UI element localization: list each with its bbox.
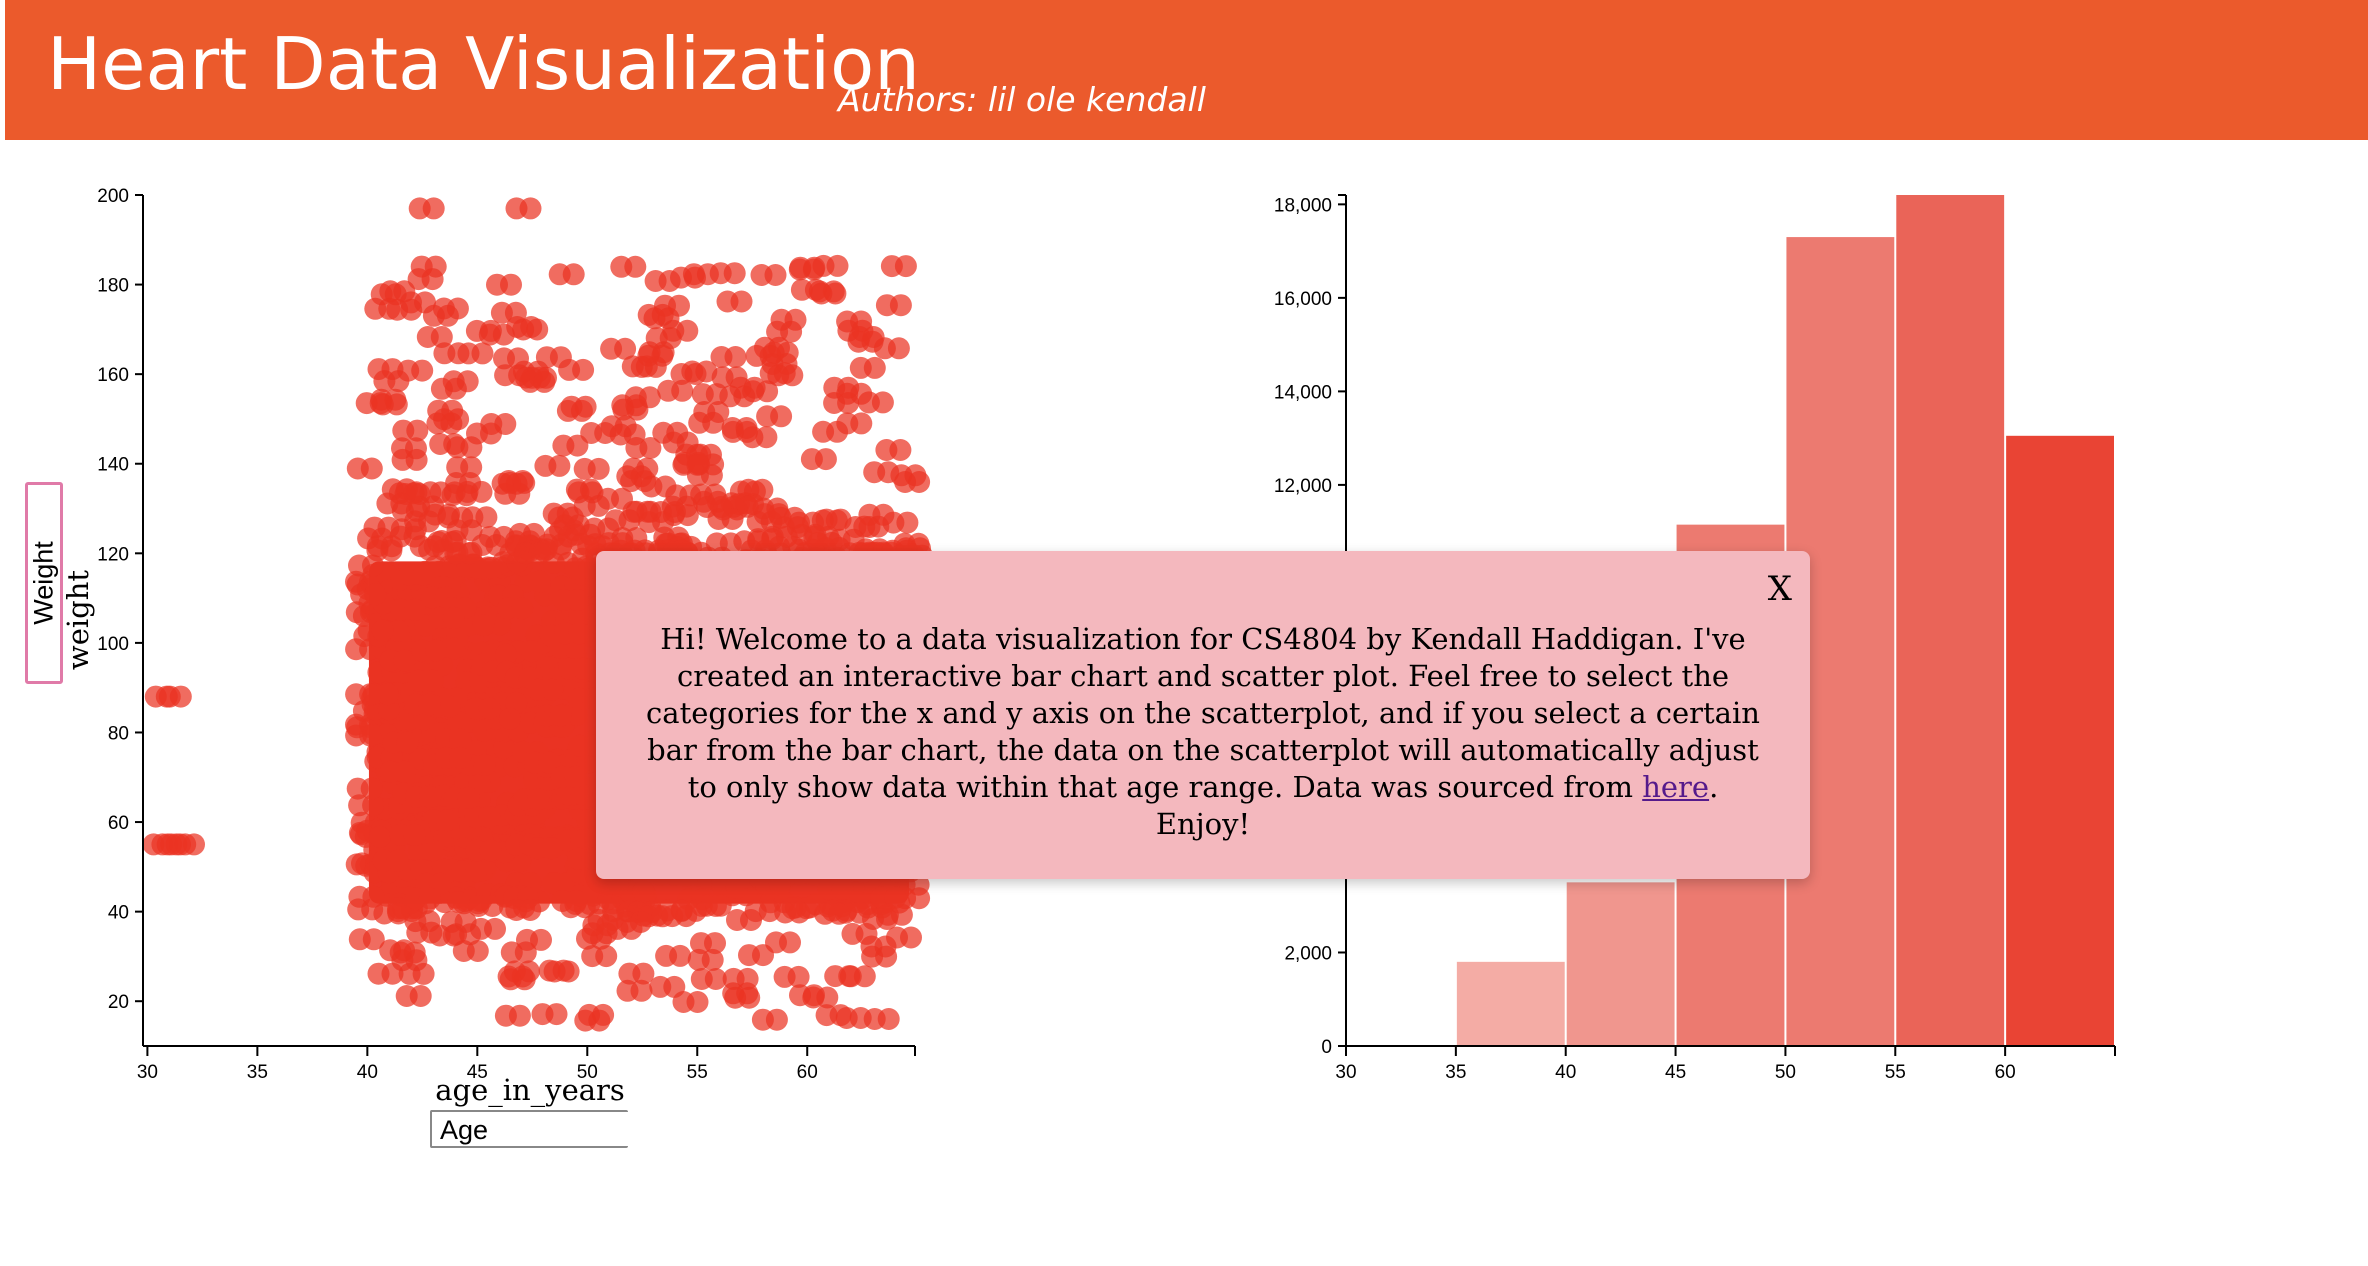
scatter-point-lobe — [528, 570, 551, 593]
y-axis-select[interactable]: Weight — [25, 482, 63, 684]
modal-text-before: Hi! Welcome to a data visualization for … — [646, 622, 1760, 804]
y-axis-select-value: Weight — [28, 541, 59, 625]
authors-subtitle: Authors: lil ole kendall — [838, 80, 1206, 119]
bar-y-tick-label: 0 — [1321, 1037, 1332, 1058]
welcome-modal: X Hi! Welcome to a data visualization fo… — [596, 551, 1810, 879]
bar-x-tick-label: 60 — [1995, 1062, 2016, 1083]
modal-close-button[interactable]: X — [1767, 569, 1792, 609]
scatter-point-lobe — [493, 737, 516, 760]
bar-x-tick-label: 35 — [1445, 1062, 1466, 1083]
bar-rect — [1896, 195, 2005, 1046]
modal-message: Hi! Welcome to a data visualization for … — [636, 621, 1770, 843]
header-bar: Heart Data Visualization Authors: lil ol… — [5, 0, 2368, 140]
bar-x-tick-label: 55 — [1885, 1062, 1906, 1083]
bar-y-tick-label: 18,000 — [1274, 195, 1332, 216]
bar-y-tick-label: 16,000 — [1274, 289, 1332, 310]
scatter-point — [514, 570, 551, 593]
bar-rect — [1456, 961, 1565, 1046]
bar-rect — [2006, 435, 2114, 1046]
x-axis-select-value: Age — [440, 1115, 489, 1145]
bar-y-tick-label: 12,000 — [1274, 476, 1332, 497]
bar-y-tick-label: 14,000 — [1274, 382, 1332, 403]
bar-x-tick-label: 40 — [1555, 1062, 1576, 1083]
bar-rect — [1566, 882, 1675, 1046]
bar-x-tick-label: 30 — [1335, 1062, 1356, 1083]
scatter-point-lobe — [908, 887, 931, 910]
bar-y-tick-label: 2,000 — [1284, 943, 1332, 964]
page-title: Heart Data Visualization — [47, 22, 920, 106]
data-source-link[interactable]: here — [1642, 770, 1710, 804]
x-axis-select[interactable]: Age — [430, 1110, 628, 1148]
bar-x-tick-label: 45 — [1665, 1062, 1686, 1083]
bar-x-tick-label: 50 — [1775, 1062, 1796, 1083]
